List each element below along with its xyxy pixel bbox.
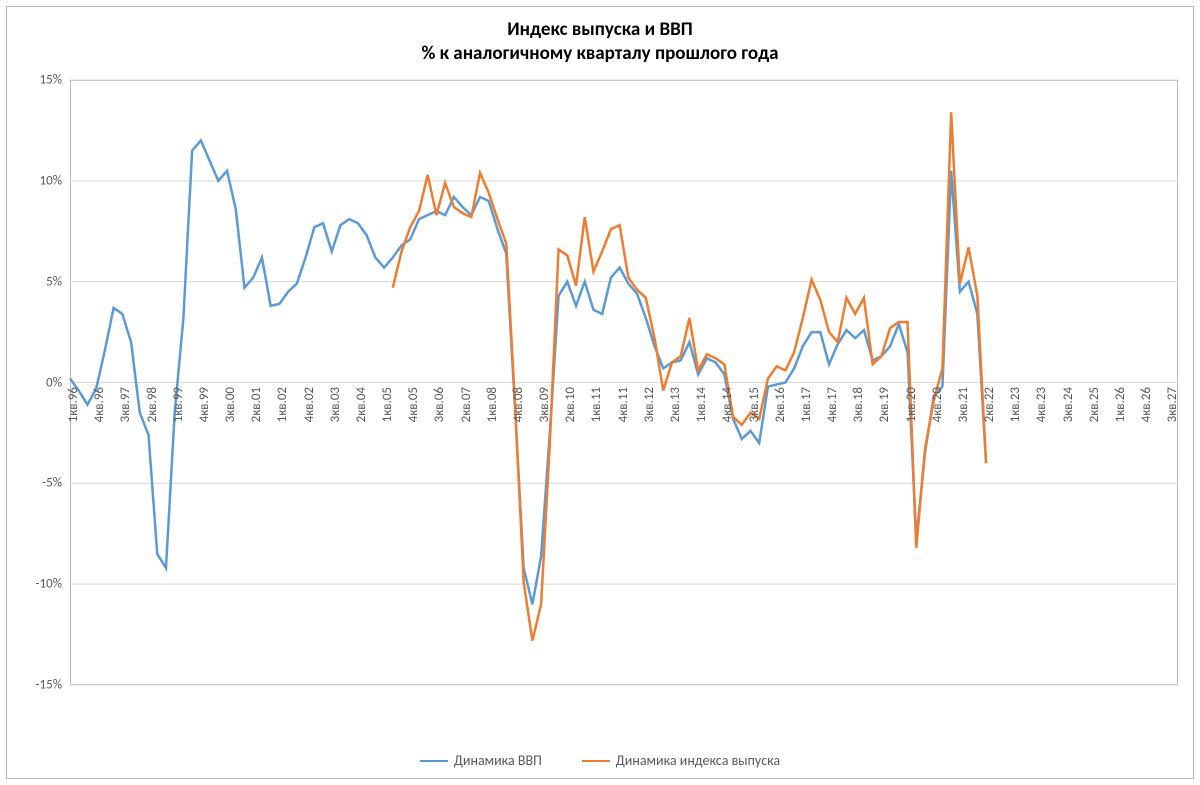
x-tick-label: 1кв.99	[171, 387, 186, 422]
legend: Динамика ВВП Динамика индекса выпуска	[0, 752, 1200, 769]
x-tick-label: 3кв.09	[537, 387, 552, 422]
x-tick-label: 1кв.08	[485, 387, 500, 422]
legend-label: Динамика индекса выпуска	[616, 752, 780, 769]
plot-area: -15%-10%-5%0%5%10%15%1кв.964кв.963кв.972…	[70, 80, 1178, 685]
x-tick-label: 2кв.22	[982, 387, 997, 422]
x-tick-label: 2кв.98	[145, 387, 160, 422]
x-tick-label: 1кв.05	[380, 387, 395, 422]
x-tick-label: 2кв.19	[877, 387, 892, 422]
series-line	[393, 112, 986, 640]
legend-item: Динамика индекса выпуска	[582, 752, 780, 769]
chart-title: Индекс выпуска и ВВП % к аналогичному кв…	[0, 18, 1200, 66]
x-tick-label: 2кв.13	[668, 387, 683, 422]
x-tick-label: 2кв.16	[773, 387, 788, 422]
x-tick-label: 3кв.00	[223, 387, 238, 422]
chart-title-line2: % к аналогичному кварталу прошлого года	[421, 42, 778, 65]
x-tick-label: 4кв.02	[302, 387, 317, 422]
x-tick-label: 4кв.08	[511, 387, 526, 422]
x-tick-label: 4кв.05	[406, 387, 421, 422]
legend-swatch	[420, 760, 448, 762]
x-tick-label: 3кв.12	[642, 387, 657, 422]
x-tick-label: 1кв.96	[66, 387, 81, 422]
x-tick-label: 4кв.99	[197, 387, 212, 422]
y-tick-label: -10%	[36, 577, 70, 592]
x-tick-label: 4кв.96	[92, 387, 107, 422]
y-tick-label: -15%	[36, 678, 70, 693]
chart-container: Индекс выпуска и ВВП % к аналогичному кв…	[0, 0, 1200, 785]
legend-label: Динамика ВВП	[454, 752, 542, 769]
x-tick-label: 1кв.17	[799, 387, 814, 422]
x-tick-label: 3кв.06	[432, 387, 447, 422]
x-tick-label: 4кв.20	[930, 387, 945, 422]
x-tick-label: 1кв.14	[694, 387, 709, 422]
x-tick-label: 1кв.11	[589, 387, 604, 422]
x-tick-label: 3кв.27	[1165, 387, 1180, 422]
series-line	[70, 141, 986, 605]
y-tick-label: -5%	[42, 476, 70, 491]
y-tick-label: 10%	[40, 173, 70, 188]
x-tick-label: 3кв.15	[747, 387, 762, 422]
x-tick-label: 3кв.97	[118, 387, 133, 422]
x-tick-label: 2кв.01	[249, 387, 264, 422]
x-tick-label: 4кв.11	[616, 387, 631, 422]
x-tick-label: 4кв.14	[720, 387, 735, 422]
x-tick-label: 3кв.21	[956, 387, 971, 422]
plot-svg	[70, 80, 1178, 685]
x-tick-label: 1кв.20	[904, 387, 919, 422]
x-tick-label: 2кв.07	[459, 387, 474, 422]
x-tick-label: 4кв.17	[825, 387, 840, 422]
chart-title-line1: Индекс выпуска и ВВП	[507, 18, 692, 41]
x-tick-label: 2кв.04	[354, 387, 369, 422]
x-tick-label: 1кв.26	[1113, 387, 1128, 422]
y-tick-label: 15%	[40, 73, 70, 88]
x-tick-label: 1кв.02	[275, 387, 290, 422]
x-tick-label: 4кв.26	[1139, 387, 1154, 422]
x-tick-label: 3кв.24	[1061, 387, 1076, 422]
x-tick-label: 4кв.23	[1034, 387, 1049, 422]
x-tick-label: 3кв.03	[328, 387, 343, 422]
legend-swatch	[582, 760, 610, 762]
x-tick-label: 1кв.23	[1008, 387, 1023, 422]
legend-item: Динамика ВВП	[420, 752, 542, 769]
y-tick-label: 5%	[46, 274, 70, 289]
x-tick-label: 2кв.10	[563, 387, 578, 422]
x-tick-label: 2кв.25	[1087, 387, 1102, 422]
x-tick-label: 3кв.18	[851, 387, 866, 422]
